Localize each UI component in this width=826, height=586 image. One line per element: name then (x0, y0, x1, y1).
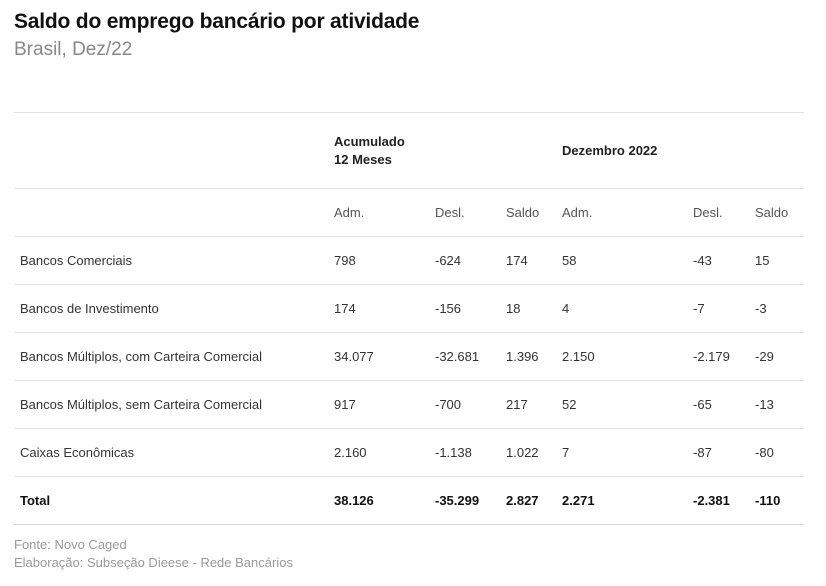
footer-notes: Fonte: Novo Caged Elaboração: Subseção D… (14, 536, 293, 572)
cell-value: 174 (500, 236, 557, 285)
total-label: Total (14, 476, 328, 525)
group-header-accumulated-line2: 12 Meses (334, 151, 392, 167)
group-header-accumulated-line1: Acumulado (334, 133, 405, 149)
cell-value: 34.077 (328, 332, 429, 381)
credit-note: Elaboração: Subseção Dieese - Rede Bancá… (14, 555, 293, 570)
cell-value: -65 (687, 380, 750, 429)
cell-value: 52 (556, 380, 688, 429)
cell-value: -2.179 (687, 332, 750, 381)
data-table-container: Acumulado 12 Meses Dezembro 2022 Adm. De… (14, 112, 805, 525)
cell-value: -13 (749, 380, 805, 429)
table-row: Bancos Múltiplos, com Carteira Comercial… (14, 332, 805, 381)
table-row: Bancos Comerciais 798 -624 174 58 -43 15 (14, 236, 805, 285)
group-header-row: Acumulado 12 Meses Dezembro 2022 (14, 112, 805, 189)
sub-header-saldo: Saldo (500, 188, 557, 237)
page-title: Saldo do emprego bancário por atividade (14, 10, 420, 33)
cell-value: 798 (328, 236, 429, 285)
cell-value: 4 (556, 284, 688, 333)
cell-value: -29 (749, 332, 805, 381)
sub-header-desl: Desl. (429, 188, 500, 237)
sub-header-empty (14, 188, 328, 237)
cell-value: 15 (749, 236, 805, 285)
row-label: Bancos Múltiplos, com Carteira Comercial (14, 332, 328, 381)
total-value: 2.271 (556, 476, 688, 525)
table-row: Bancos Múltiplos, sem Carteira Comercial… (14, 380, 805, 429)
cell-value: 2.150 (556, 332, 688, 381)
employment-table: Acumulado 12 Meses Dezembro 2022 Adm. De… (14, 112, 805, 525)
cell-value: -80 (749, 428, 805, 477)
cell-value: 1.396 (500, 332, 557, 381)
cell-value: -43 (687, 236, 750, 285)
total-value: -110 (749, 476, 805, 525)
total-value: -35.299 (429, 476, 500, 525)
row-label: Bancos de Investimento (14, 284, 328, 333)
total-value: 38.126 (328, 476, 429, 525)
cell-value: 917 (328, 380, 429, 429)
cell-value: 1.022 (500, 428, 557, 477)
cell-value: -700 (429, 380, 500, 429)
cell-value: -624 (429, 236, 500, 285)
cell-value: 174 (328, 284, 429, 333)
source-note: Fonte: Novo Caged (14, 537, 127, 552)
cell-value: -156 (429, 284, 500, 333)
cell-value: -32.681 (429, 332, 500, 381)
total-row: Total 38.126 -35.299 2.827 2.271 -2.381 … (14, 476, 805, 525)
total-value: -2.381 (687, 476, 750, 525)
row-label: Caixas Econômicas (14, 428, 328, 477)
group-header-december: Dezembro 2022 (556, 112, 805, 189)
cell-value: 58 (556, 236, 688, 285)
cell-value: -1.138 (429, 428, 500, 477)
row-label: Bancos Múltiplos, sem Carteira Comercial (14, 380, 328, 429)
total-value: 2.827 (500, 476, 557, 525)
sub-header-adm: Adm. (328, 188, 429, 237)
cell-value: -3 (749, 284, 805, 333)
cell-value: -87 (687, 428, 750, 477)
sub-header-desl: Desl. (687, 188, 750, 237)
cell-value: 18 (500, 284, 557, 333)
cell-value: -7 (687, 284, 750, 333)
table-row: Caixas Econômicas 2.160 -1.138 1.022 7 -… (14, 428, 805, 477)
cell-value: 2.160 (328, 428, 429, 477)
group-header-empty (14, 112, 328, 189)
sub-header-adm: Adm. (556, 188, 688, 237)
table-row: Bancos de Investimento 174 -156 18 4 -7 … (14, 284, 805, 333)
group-header-accumulated: Acumulado 12 Meses (328, 112, 557, 189)
cell-value: 217 (500, 380, 557, 429)
page-subtitle: Brasil, Dez/22 (14, 39, 133, 60)
cell-value: 7 (556, 428, 688, 477)
sub-header-row: Adm. Desl. Saldo Adm. Desl. Saldo (14, 188, 805, 237)
row-label: Bancos Comerciais (14, 236, 328, 285)
sub-header-saldo: Saldo (749, 188, 805, 237)
